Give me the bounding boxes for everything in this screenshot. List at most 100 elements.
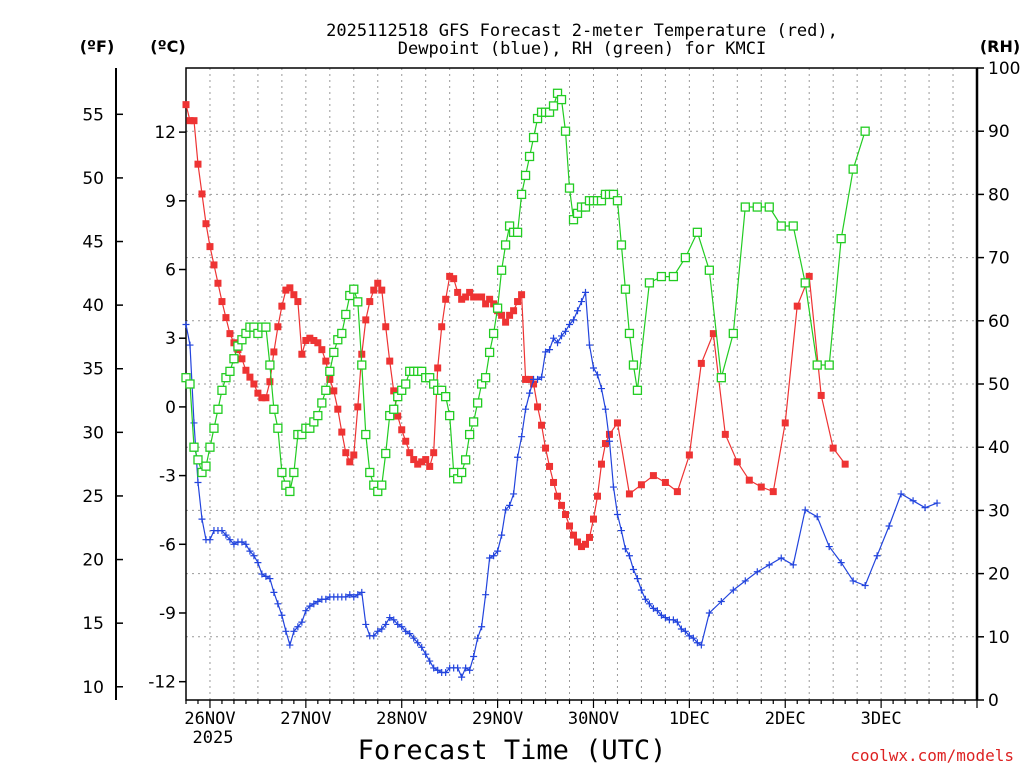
temperature-point [721, 430, 729, 438]
dewpoint-point [298, 618, 306, 626]
chart-title-line2: Dewpoint (blue), RH (green) for KMCI [398, 39, 766, 59]
temperature-point [466, 288, 474, 296]
temperature-point [342, 449, 350, 457]
rh-point [285, 486, 295, 497]
temperature-point [278, 302, 286, 310]
dewpoint-point [538, 373, 546, 381]
temperature-point [390, 387, 398, 395]
celsius-tick-label: 3 [165, 329, 176, 349]
rh-point [457, 467, 467, 478]
series-dewpoint [182, 288, 941, 681]
rh-point [225, 366, 235, 377]
rh-tick-label: 50 [988, 375, 1010, 395]
temperature-point [430, 449, 438, 457]
temperature-point [402, 437, 410, 445]
dewpoint-point [226, 536, 234, 544]
dewpoint-point [621, 545, 629, 553]
dewpoint-point [354, 591, 362, 599]
temperature-point [242, 366, 250, 374]
dewpoint-point [346, 591, 354, 599]
rh-point [229, 354, 239, 364]
temperature-point [566, 522, 574, 530]
temperature-point [510, 307, 518, 315]
temperature-point [578, 543, 585, 551]
temperature-point [474, 293, 482, 301]
dewpoint-point [514, 453, 522, 461]
rh-point [848, 164, 858, 174]
temperature-point [330, 387, 338, 395]
rh-point [317, 398, 327, 408]
temperature-point [218, 298, 226, 306]
dewpoint-point [570, 316, 578, 324]
rh-tick-label: 90 [988, 122, 1010, 142]
dewpoint-point [885, 522, 893, 530]
temperature-point [625, 490, 633, 498]
rh-point [401, 379, 411, 389]
dewpoint-point [290, 627, 298, 635]
temperature-point [302, 336, 310, 344]
temperature-point [793, 302, 801, 310]
rh-point [668, 271, 679, 282]
dewpoint-point [873, 552, 881, 560]
dewpoint-point [633, 575, 641, 583]
x-axis-label: Forecast Time (UTC) [358, 735, 667, 766]
temperature-point [210, 261, 218, 269]
dewpoint-point [414, 639, 422, 647]
celsius-tick-label: -12 [148, 673, 176, 693]
temperature-point [290, 291, 298, 299]
dewpoint-point [478, 623, 486, 631]
fahrenheit-axis-title: (ºF) [80, 37, 115, 56]
dewpoint-point [406, 630, 414, 638]
temperature-point [581, 540, 589, 548]
dewpoint-point [641, 595, 649, 603]
dewpoint-point [418, 643, 426, 651]
dewpoint-point [186, 341, 194, 349]
dewpoint-point [266, 575, 274, 583]
rh-point [680, 252, 691, 263]
temperature-point [294, 298, 302, 306]
grid-lines [186, 68, 977, 700]
temperature-point [478, 293, 486, 301]
temperature-point [605, 430, 613, 438]
rh-point [496, 265, 507, 275]
dewpoint-point [286, 641, 294, 649]
dewpoint-point [498, 531, 506, 539]
rh-point [516, 189, 527, 200]
dewpoint-point [825, 543, 833, 551]
temperature-point [310, 336, 318, 344]
fahrenheit-tick-label: 40 [82, 296, 104, 316]
temperature-point [318, 346, 326, 354]
dewpoint-point [402, 627, 410, 635]
rh-point [788, 221, 798, 231]
dewpoint-point [705, 609, 713, 617]
dewpoint-point [526, 389, 534, 397]
dewpoint-point [470, 652, 478, 660]
dewpoint-point [789, 561, 797, 569]
fahrenheit-tick-label: 10 [82, 678, 104, 698]
rh-point [628, 360, 639, 370]
dewpoint-point [370, 632, 378, 640]
rh-tick-label: 80 [988, 185, 1010, 205]
dewpoint-point [574, 307, 582, 315]
rh-point [644, 278, 655, 288]
rh-point [512, 227, 523, 237]
dewpoint-point [697, 641, 705, 649]
temperature-point [841, 460, 849, 468]
dewpoint-point [554, 339, 562, 347]
dewpoint-point [546, 346, 554, 354]
temperature-point [346, 458, 354, 466]
rh-point [812, 360, 822, 370]
dewpoint-point [753, 568, 761, 576]
temperature-point [222, 314, 230, 322]
temperature-point [422, 456, 430, 464]
dewpoint-point [422, 650, 430, 658]
temperature-point [585, 533, 593, 541]
dewpoint-point [274, 600, 282, 608]
rh-point [205, 442, 215, 452]
x-tick-label: 1DEC [669, 709, 710, 729]
temperature-point [378, 286, 386, 294]
dewpoint-point [765, 561, 773, 569]
dewpoint-point [605, 437, 613, 445]
dewpoint-point [194, 478, 202, 486]
temperature-point [358, 350, 366, 358]
